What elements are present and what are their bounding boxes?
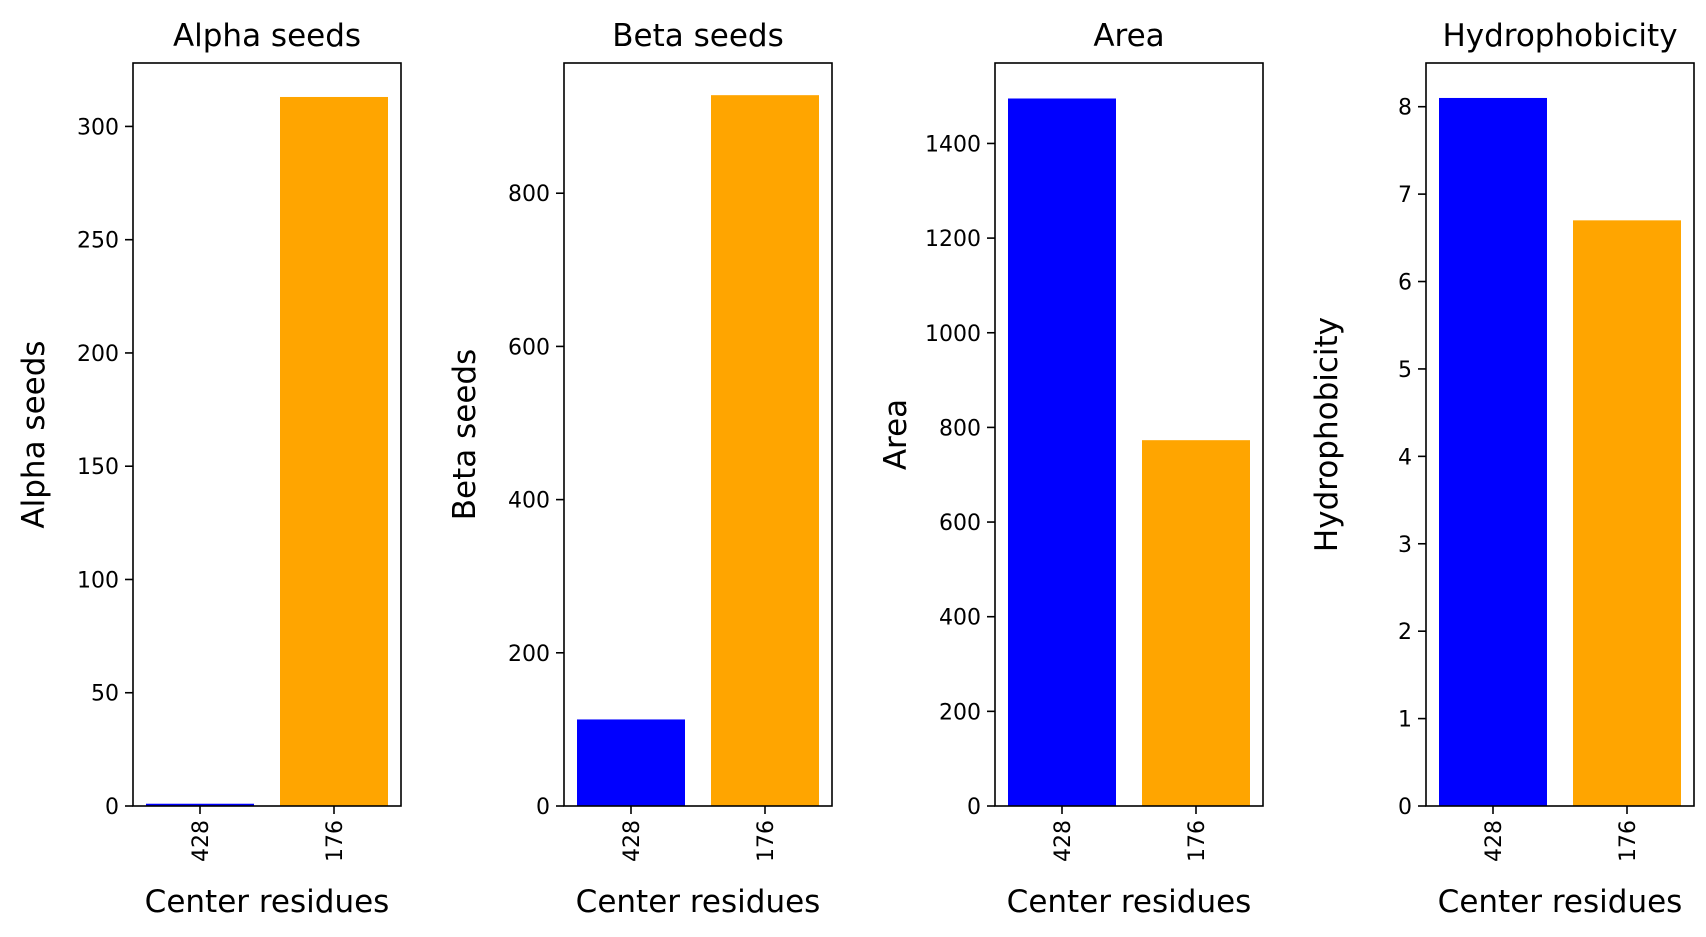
- y-tick-label: 1200: [925, 227, 981, 252]
- y-tick-label: 200: [77, 342, 119, 367]
- y-tick-label: 1400: [925, 132, 981, 157]
- y-tick-label: 600: [939, 511, 981, 536]
- y-tick-label: 600: [508, 335, 550, 360]
- y-tick-label: 200: [508, 642, 550, 667]
- x-axis-label: Center residues: [145, 884, 390, 920]
- y-tick-label: 400: [939, 606, 981, 631]
- bar-176: [280, 96, 388, 807]
- y-axis-label: Area: [878, 399, 914, 470]
- x-axis-label: Center residues: [1007, 884, 1252, 920]
- chart-title: Alpha seeds: [173, 18, 361, 54]
- x-tick-label-428: 428: [1482, 820, 1507, 862]
- y-tick-label: 50: [91, 682, 119, 707]
- x-tick-label-176: 176: [754, 820, 779, 862]
- x-axis-label: Center residues: [1438, 884, 1683, 920]
- chart-title: Area: [1093, 18, 1164, 54]
- plot-frame: [994, 62, 1264, 807]
- y-tick-label: 8: [1398, 96, 1412, 121]
- plot-frame: [132, 62, 402, 807]
- bar-428: [146, 803, 254, 806]
- y-tick-label: 250: [77, 229, 119, 254]
- y-tick-label: 7: [1398, 183, 1412, 208]
- bar-176: [711, 95, 819, 806]
- x-tick-label-428: 428: [620, 820, 645, 862]
- plot-frame: [1425, 62, 1695, 807]
- y-axis-label: Alpha seeds: [16, 340, 52, 528]
- y-tick-label: 2: [1398, 620, 1412, 645]
- x-tick-label-176: 176: [1616, 820, 1641, 862]
- panel-1: 0 50 100 150 200 250 300 428 176 Alpha seeds Cente…: [16, 18, 402, 920]
- x-tick-label-428: 428: [189, 820, 214, 862]
- y-tick-label: 150: [77, 455, 119, 480]
- y-tick-label: 0: [536, 795, 550, 820]
- y-tick-label: 0: [967, 795, 981, 820]
- panel-4: 0 1 2 3 4 5 6 7 8 428 176 Hydrophobicity Center resi…: [1309, 18, 1695, 920]
- bar-428: [1439, 97, 1547, 806]
- y-tick-label: 0: [105, 795, 119, 820]
- bar-176: [1142, 440, 1250, 806]
- y-tick-label: 800: [939, 416, 981, 441]
- bar-176: [1573, 220, 1681, 806]
- x-tick-label-428: 428: [1051, 820, 1076, 862]
- y-tick-label: 100: [77, 568, 119, 593]
- y-tick-label: 5: [1398, 358, 1412, 383]
- y-tick-label: 300: [77, 115, 119, 140]
- y-axis-label: Hydrophobicity: [1309, 317, 1345, 552]
- y-tick-label: 6: [1398, 271, 1412, 296]
- bar-428: [577, 719, 685, 806]
- y-tick-label: 4: [1398, 445, 1412, 470]
- x-tick-label-176: 176: [323, 820, 348, 862]
- y-tick-label: 400: [508, 489, 550, 514]
- y-tick-label: 0: [1398, 795, 1412, 820]
- x-axis-label: Center residues: [576, 884, 821, 920]
- y-axis-label: Beta seeds: [447, 349, 483, 520]
- y-tick-label: 1: [1398, 708, 1412, 733]
- y-tick-label: 3: [1398, 533, 1412, 558]
- y-tick-label: 800: [508, 182, 550, 207]
- plot-frame: [563, 62, 833, 807]
- y-tick-label: 1000: [925, 322, 981, 347]
- panel-2: 0 200 400 600 800 428 176 Beta seeds Center resi…: [447, 18, 833, 920]
- panel-3: 0 200 400 600 800 1000 1200 1400 428 176 Area Cente…: [878, 18, 1264, 920]
- chart-title: Beta seeds: [612, 18, 783, 54]
- chart-title: Hydrophobicity: [1442, 18, 1677, 54]
- y-tick-label: 200: [939, 700, 981, 725]
- x-tick-label-176: 176: [1185, 820, 1210, 862]
- bar-428: [1008, 98, 1116, 806]
